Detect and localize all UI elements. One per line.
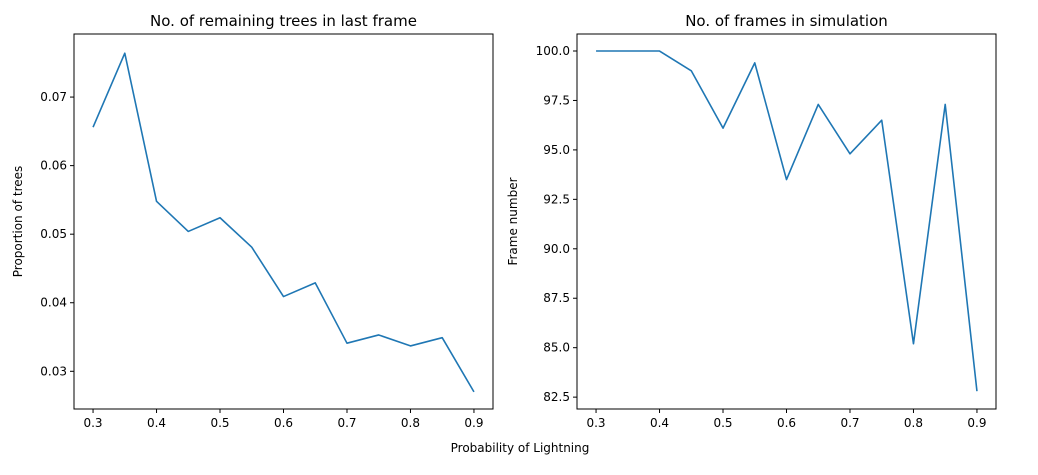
y-tick-label: 0.07	[40, 90, 67, 104]
plot-frame	[576, 33, 997, 410]
x-tick-label: 0.7	[840, 416, 859, 430]
y-tick-label: 82.5	[543, 390, 570, 404]
plot-frame	[73, 33, 494, 410]
x-tick-label: 0.5	[210, 416, 229, 430]
y-tick-label: 0.05	[40, 227, 67, 241]
y-tick-label: 87.5	[543, 291, 570, 305]
y-tick-label: 95.0	[543, 143, 570, 157]
y-axis-label: Frame number	[506, 177, 520, 265]
x-tick-label: 0.7	[337, 416, 356, 430]
y-tick-label: 90.0	[543, 242, 570, 256]
y-tick-label: 92.5	[543, 192, 570, 206]
x-tick-label: 0.4	[650, 416, 669, 430]
shared-x-axis-label: Probability of Lightning	[451, 441, 590, 455]
series-line-0	[92, 52, 475, 393]
series-line-0	[596, 50, 978, 392]
chart-title: No. of remaining trees in last frame	[150, 12, 417, 30]
x-tick-label: 0.5	[713, 416, 732, 430]
left-chart-panel: No. of remaining trees in last frame Prop…	[11, 12, 494, 430]
x-tick-label: 0.4	[147, 416, 166, 430]
y-tick-label: 100.0	[536, 44, 570, 58]
y-tick-label: 85.0	[543, 341, 570, 355]
right-chart-panel: No. of frames in simulation Frame number 0…	[506, 12, 997, 430]
x-tick-label: 0.6	[274, 416, 293, 430]
x-tick-label: 0.6	[777, 416, 796, 430]
x-tick-label: 0.9	[967, 416, 986, 430]
y-tick-label: 97.5	[543, 93, 570, 107]
y-tick-label: 0.06	[40, 159, 67, 173]
y-tick-label: 0.04	[40, 296, 67, 310]
x-tick-label: 0.3	[83, 416, 102, 430]
y-axis-label: Proportion of trees	[11, 166, 25, 278]
y-tick-label: 0.03	[40, 364, 67, 378]
chart-title: No. of frames in simulation	[685, 12, 888, 30]
x-tick-label: 0.3	[586, 416, 605, 430]
x-tick-label: 0.8	[904, 416, 923, 430]
x-tick-label: 0.9	[464, 416, 483, 430]
x-tick-label: 0.8	[401, 416, 420, 430]
